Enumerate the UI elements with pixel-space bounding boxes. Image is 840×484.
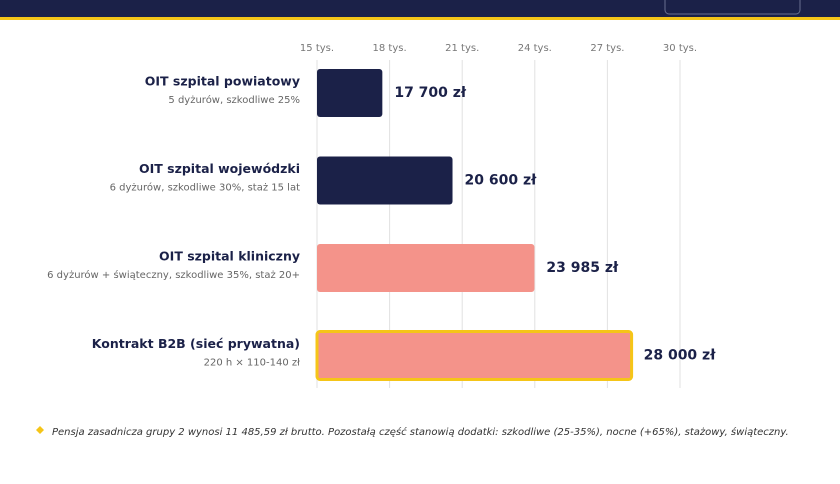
- x-tick-label: 18 tys.: [373, 43, 407, 54]
- note-bullet: [36, 426, 44, 434]
- x-tick-label: 21 tys.: [445, 43, 479, 54]
- category-label: Kontrakt B2B (sieć prywatna): [92, 336, 300, 351]
- x-tick-label: 15 tys.: [300, 43, 334, 54]
- category-note: 5 dyżurów, szkodliwe 25%: [168, 94, 300, 106]
- x-tick-label: 27 tys.: [590, 43, 624, 54]
- bar: [317, 156, 453, 205]
- bar: [317, 69, 383, 117]
- category-label: OIT szpital powiatowy: [145, 74, 300, 89]
- category-note: 6 dyżurów, szkodliwe 30%, staż 15 lat: [110, 182, 300, 194]
- value-label: 23 985 zł: [546, 260, 619, 276]
- header-band: [0, 0, 840, 18]
- bar: [317, 244, 535, 292]
- category-label: OIT szpital wojewódzki: [139, 161, 300, 176]
- value-label: 28 000 zł: [644, 348, 717, 364]
- category-label: OIT szpital kliniczny: [159, 249, 300, 264]
- x-tick-label: 24 tys.: [518, 43, 552, 54]
- x-tick-label: 30 tys.: [663, 43, 697, 54]
- category-note: 220 h × 110-140 zł: [204, 358, 301, 369]
- value-label: 17 700 zł: [394, 85, 467, 101]
- header-button: [664, 0, 801, 15]
- category-note: 6 dyżurów + świąteczny, szkodliwe 35%, s…: [47, 269, 300, 281]
- footnote: Pensja zasadnicza grupy 2 wynosi 11 485,…: [52, 426, 789, 438]
- header-accent: [0, 17, 840, 20]
- bar: [315, 330, 634, 381]
- value-label: 20 600 zł: [465, 173, 538, 189]
